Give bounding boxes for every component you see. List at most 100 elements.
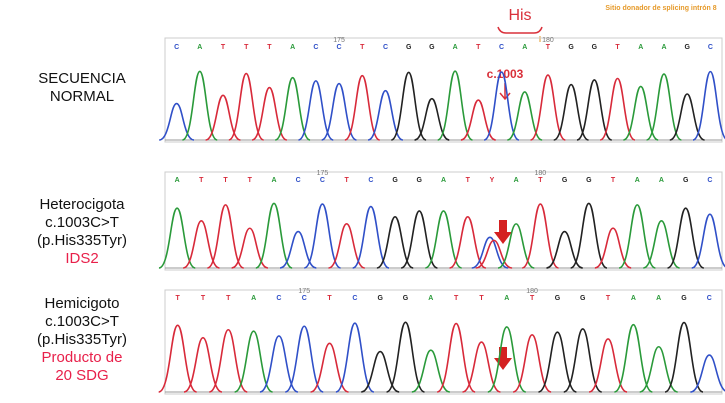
base-call: T [538, 177, 543, 184]
peak [438, 71, 473, 140]
sample-label: NORMAL [50, 88, 114, 105]
base-call: C [320, 177, 325, 184]
base-call: C [352, 295, 357, 302]
base-call: G [683, 177, 689, 184]
base-call: T [176, 295, 181, 302]
base-call: C [708, 44, 713, 51]
base-call: A [175, 177, 180, 184]
peak [328, 224, 364, 268]
base-call: G [568, 44, 574, 51]
peak [336, 323, 374, 392]
base-call: G [592, 44, 598, 51]
position-number: 175 [317, 170, 329, 177]
base-call: Y [490, 177, 495, 184]
peak [546, 232, 582, 268]
base-call: C [707, 177, 712, 184]
sample-label: Heterocigota [39, 196, 125, 213]
sample-highlight: Producto de [42, 349, 123, 366]
peak [640, 347, 678, 392]
peak [387, 322, 425, 392]
base-call: T [611, 177, 616, 184]
position-number: 180 [535, 170, 547, 177]
base-call: G [429, 44, 435, 51]
base-call: C [296, 177, 301, 184]
peak [461, 100, 496, 140]
base-call: A [656, 295, 661, 302]
peak [522, 204, 558, 268]
his-label: His [508, 7, 531, 24]
base-call: T [199, 177, 204, 184]
base-call: T [267, 44, 272, 51]
base-call: T [606, 295, 611, 302]
position-number: 175 [298, 288, 310, 295]
peak [159, 104, 194, 140]
base-call: T [454, 295, 459, 302]
base-call: G [392, 177, 398, 184]
base-call: T [344, 177, 349, 184]
track-frame [165, 172, 722, 270]
peak [182, 71, 217, 140]
base-call: A [290, 44, 295, 51]
base-call: G [555, 295, 561, 302]
peak [507, 92, 542, 140]
base-call: T [248, 177, 253, 184]
peak [462, 342, 500, 392]
position-number: 180 [526, 288, 538, 295]
base-call: A [197, 44, 202, 51]
peak [311, 343, 349, 392]
peak [595, 228, 631, 268]
peak [368, 91, 403, 140]
base-call: T [327, 295, 332, 302]
base-call: A [504, 295, 509, 302]
base-call: G [562, 177, 568, 184]
base-call: C [276, 295, 281, 302]
base-call: G [417, 177, 423, 184]
peak [412, 350, 450, 392]
sample-label: (p.His335Tyr) [37, 232, 127, 249]
base-call: C [368, 177, 373, 184]
base-call: G [406, 44, 412, 51]
sample-label: (p.His335Tyr) [37, 331, 127, 348]
base-call: A [441, 177, 446, 184]
base-call: T [223, 177, 228, 184]
base-call: A [514, 177, 519, 184]
base-call: C [707, 295, 712, 302]
splice-note: Sitio donador de splicing intrón 8 [600, 4, 722, 13]
peak [361, 352, 399, 392]
peak [183, 221, 219, 268]
position-number: 180 [542, 37, 554, 44]
base-call: A [638, 44, 643, 51]
peak [690, 355, 725, 392]
peak [414, 99, 449, 140]
base-call: G [681, 295, 687, 302]
peak [256, 203, 292, 268]
peak [670, 94, 705, 140]
peak [304, 204, 340, 268]
base-call: A [271, 177, 276, 184]
base-call: C [313, 44, 318, 51]
base-call: T [201, 295, 206, 302]
position-number: 175 [333, 37, 345, 44]
base-call: A [251, 295, 256, 302]
base-call: T [226, 295, 231, 302]
base-call: A [635, 177, 640, 184]
base-call: T [221, 44, 226, 51]
base-call: A [522, 44, 527, 51]
base-call: A [659, 177, 664, 184]
page: His Sitio donador de splicing intrón 8 c… [0, 0, 725, 403]
base-call: G [403, 295, 409, 302]
peak [206, 95, 241, 140]
figure: His Sitio donador de splicing intrón 8 c… [0, 0, 725, 403]
base-call: C [174, 44, 179, 51]
base-call: T [615, 44, 620, 51]
peak [280, 232, 316, 268]
base-call: C [499, 44, 504, 51]
sample-label: SECUENCIA [38, 70, 126, 87]
base-call: G [586, 177, 592, 184]
base-call: C [337, 44, 342, 51]
peak [692, 214, 725, 268]
base-call: G [377, 295, 383, 302]
base-call: A [661, 44, 666, 51]
peak [665, 323, 703, 392]
splice-note-box: Sitio donador de splicing intrón 8 [600, 4, 722, 34]
